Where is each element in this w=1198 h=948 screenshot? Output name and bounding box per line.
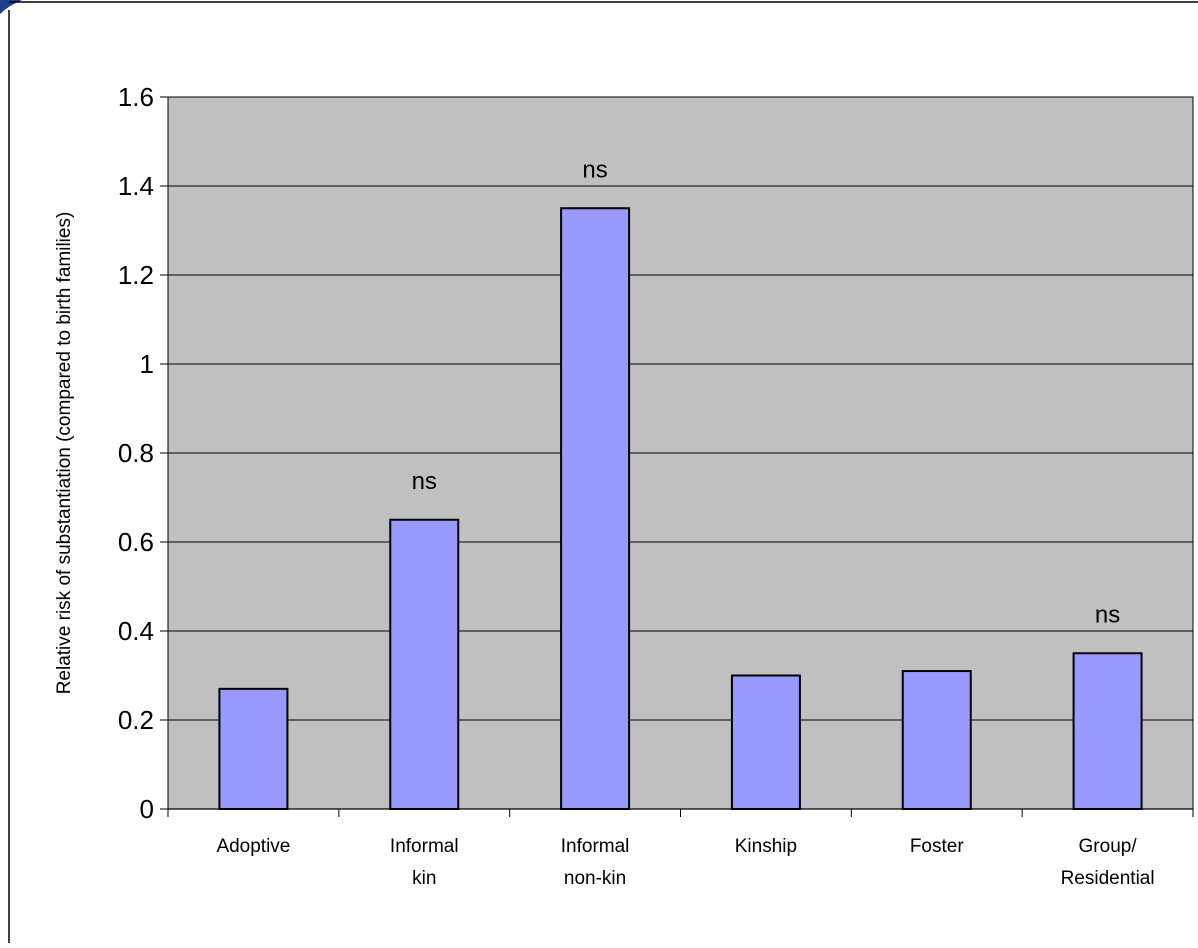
bar-annotation: ns xyxy=(582,156,607,183)
y-axis: 0 0.2 0.4 0.6 0.8 1 1.2 1.4 1.6 xyxy=(118,82,169,824)
y-tick-label: 0 xyxy=(140,794,154,824)
x-category-label: Adoptive xyxy=(216,836,290,857)
y-tick-label: 1.4 xyxy=(118,171,154,201)
y-tick-label: 1.6 xyxy=(118,82,154,112)
y-tick-label: 1.2 xyxy=(118,260,154,290)
x-category-label: non-kin xyxy=(564,868,626,889)
bar xyxy=(218,687,289,810)
bar-annotation: ns xyxy=(1095,601,1120,628)
gridlines xyxy=(168,96,1193,721)
bar xyxy=(560,207,631,810)
annotations: ns ns ns xyxy=(412,156,1121,628)
y-tick-label: 1 xyxy=(140,349,154,379)
x-category-label: Informal xyxy=(390,836,459,857)
x-category-label: Kinship xyxy=(735,836,797,857)
bar xyxy=(1072,652,1143,810)
x-axis: Adoptive Informal kin Informal non-kin Kinshi… xyxy=(167,808,1194,889)
y-tick-label: 0.6 xyxy=(118,527,154,557)
bar xyxy=(901,670,972,810)
y-tick-label: 0.4 xyxy=(118,616,154,646)
bar-annotation: ns xyxy=(412,468,437,495)
y-tick-label: 0.2 xyxy=(118,705,154,735)
y-axis-label: Relative risk of substantiation (compare… xyxy=(54,212,75,695)
x-category-label: Residential xyxy=(1061,868,1155,889)
x-category-label: Foster xyxy=(910,836,965,857)
x-category-label: Group/ xyxy=(1079,836,1138,857)
bar xyxy=(730,674,801,810)
bar xyxy=(389,518,460,810)
bars xyxy=(218,207,1143,810)
corner-decoration xyxy=(0,0,22,14)
x-category-label: Informal xyxy=(561,836,630,857)
x-category-label: kin xyxy=(412,868,436,889)
y-tick-label: 0.8 xyxy=(118,438,154,468)
